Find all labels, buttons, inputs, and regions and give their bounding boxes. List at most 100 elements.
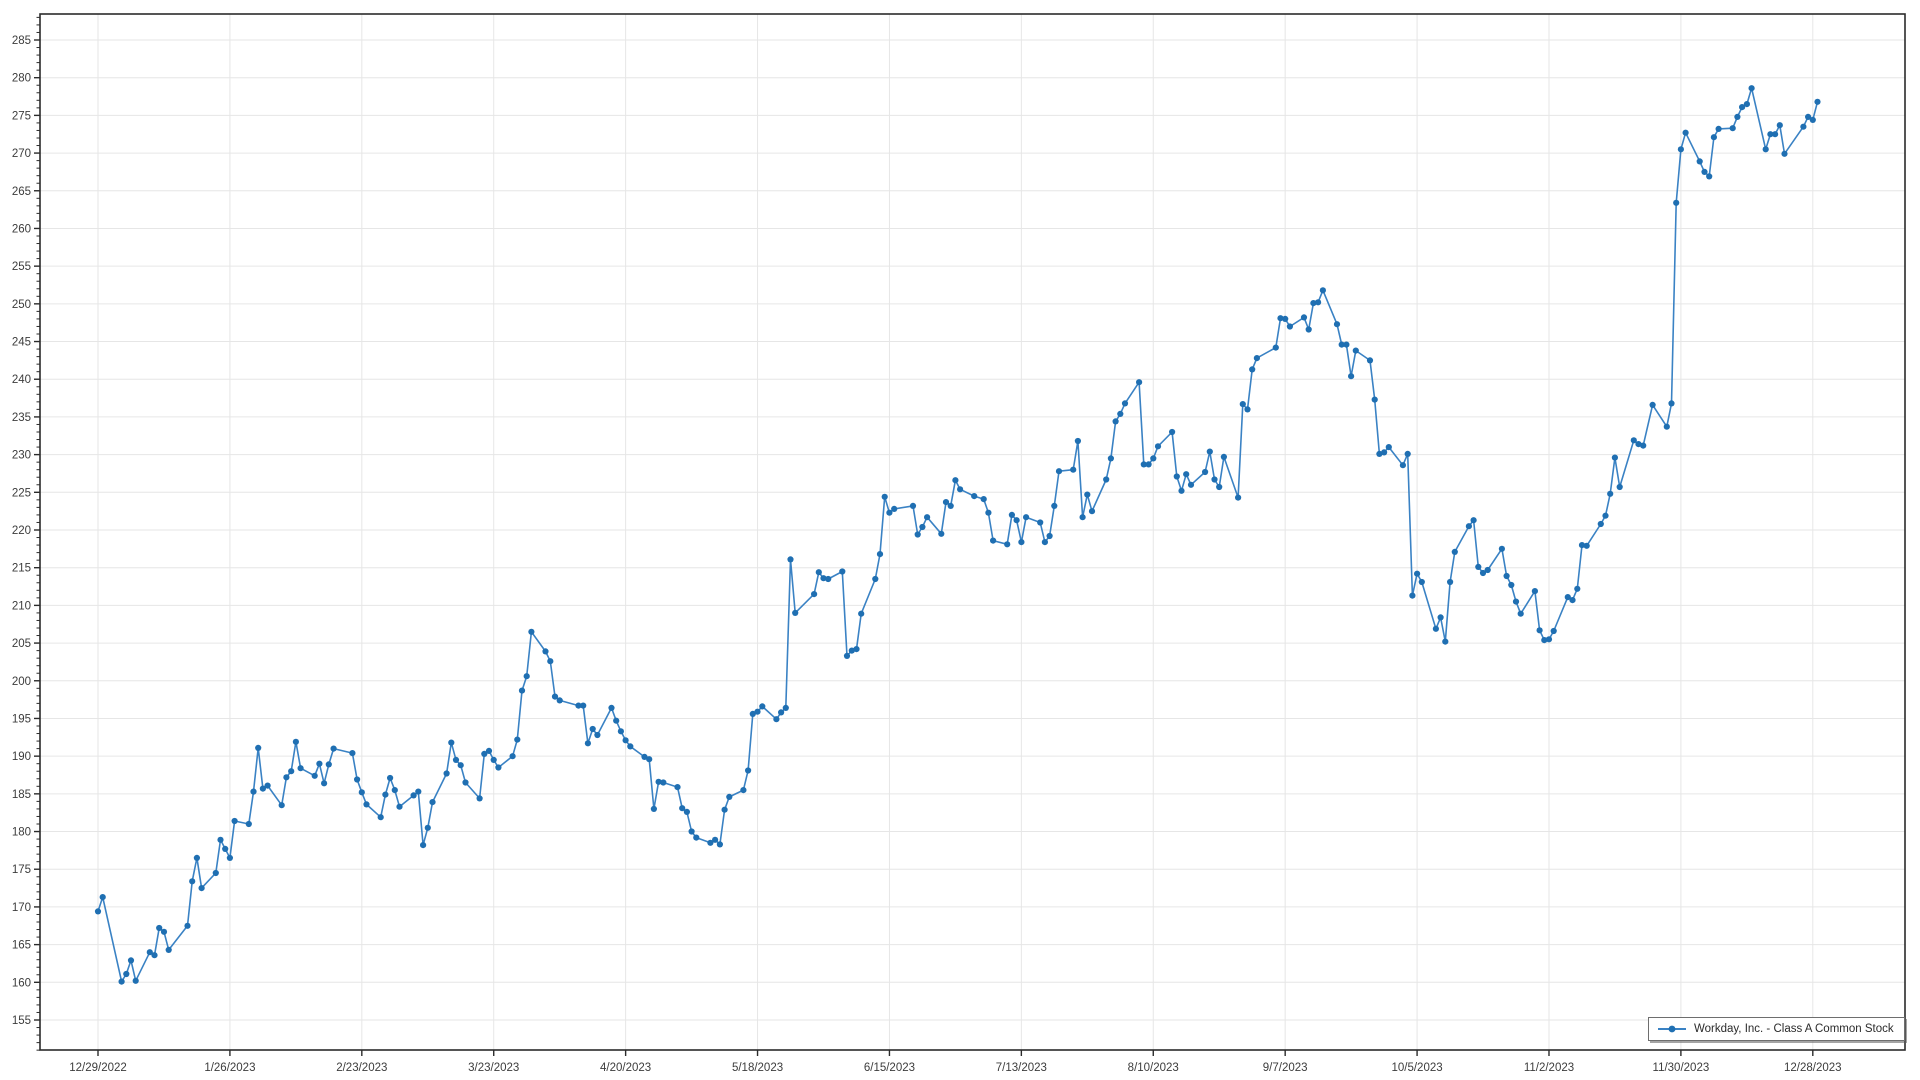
data-point bbox=[716, 841, 724, 848]
y-tick-label: 270 bbox=[12, 148, 31, 160]
data-point bbox=[853, 646, 860, 653]
data-point bbox=[792, 609, 799, 617]
data-point bbox=[971, 493, 978, 500]
data-point bbox=[575, 702, 582, 709]
data-point bbox=[1154, 443, 1162, 450]
data-point bbox=[1084, 491, 1091, 498]
data-point bbox=[1701, 168, 1708, 175]
data-point bbox=[1366, 357, 1374, 364]
data-point bbox=[1442, 638, 1449, 645]
data-point bbox=[226, 854, 233, 862]
data-point bbox=[1107, 455, 1114, 462]
data-point bbox=[1414, 570, 1421, 577]
data-point bbox=[264, 782, 271, 789]
data-point bbox=[94, 908, 102, 915]
data-point bbox=[1814, 98, 1821, 105]
data-point bbox=[683, 808, 691, 816]
data-point bbox=[1202, 468, 1209, 476]
data-point bbox=[1315, 299, 1322, 306]
data-point bbox=[1748, 85, 1755, 92]
data-point bbox=[495, 764, 502, 771]
data-point bbox=[1418, 578, 1425, 586]
data-point bbox=[957, 486, 964, 493]
data-point bbox=[245, 820, 252, 828]
data-point bbox=[127, 957, 135, 964]
data-point bbox=[815, 569, 822, 576]
data-point bbox=[1447, 578, 1454, 586]
data-point bbox=[1734, 113, 1741, 120]
data-point bbox=[316, 760, 323, 767]
data-point bbox=[1772, 131, 1779, 138]
data-point bbox=[749, 710, 756, 718]
data-point bbox=[1121, 400, 1129, 407]
data-point bbox=[1541, 637, 1548, 644]
price-series bbox=[94, 85, 1821, 985]
data-point bbox=[1574, 585, 1581, 592]
data-point bbox=[891, 505, 898, 512]
data-point bbox=[914, 531, 921, 538]
data-point bbox=[1338, 341, 1345, 348]
data-point bbox=[212, 869, 219, 877]
data-point bbox=[424, 824, 431, 831]
data-point bbox=[1715, 125, 1722, 132]
data-points bbox=[94, 85, 1821, 985]
data-point bbox=[349, 750, 356, 757]
data-point bbox=[876, 551, 884, 558]
data-point bbox=[523, 673, 530, 680]
data-point bbox=[1310, 300, 1317, 307]
data-point bbox=[843, 652, 851, 660]
x-tick-label: 7/13/2023 bbox=[996, 1062, 1047, 1074]
axes bbox=[34, 13, 1906, 1056]
data-point bbox=[674, 784, 681, 791]
y-tick-label: 240 bbox=[12, 374, 31, 386]
data-point bbox=[1183, 471, 1190, 478]
data-point bbox=[217, 836, 224, 843]
data-point bbox=[1013, 517, 1020, 524]
y-tick-label: 280 bbox=[12, 73, 31, 85]
data-point bbox=[811, 591, 818, 598]
data-point bbox=[132, 977, 139, 984]
y-tick-label: 225 bbox=[12, 487, 31, 499]
data-point bbox=[288, 768, 295, 775]
data-point bbox=[655, 778, 662, 785]
y-tick-label: 180 bbox=[12, 827, 31, 839]
x-tick-label: 1/26/2023 bbox=[204, 1062, 255, 1074]
data-point bbox=[947, 502, 954, 509]
data-point bbox=[1465, 523, 1472, 530]
data-point bbox=[617, 728, 625, 735]
data-point bbox=[278, 802, 285, 809]
data-point bbox=[938, 530, 945, 537]
data-point bbox=[165, 946, 172, 954]
data-point bbox=[594, 731, 601, 739]
data-point bbox=[1475, 563, 1482, 571]
data-point bbox=[1545, 636, 1553, 643]
data-point bbox=[1319, 287, 1326, 294]
data-point bbox=[721, 806, 728, 813]
data-point bbox=[1762, 146, 1769, 153]
data-point bbox=[1776, 122, 1783, 129]
data-point bbox=[1333, 321, 1341, 328]
data-point bbox=[608, 704, 615, 712]
data-point bbox=[509, 753, 516, 760]
data-point bbox=[1286, 323, 1293, 330]
data-point bbox=[1508, 581, 1515, 589]
y-tick-label: 235 bbox=[12, 412, 31, 424]
data-point bbox=[1805, 113, 1812, 120]
data-point bbox=[448, 739, 455, 746]
data-point bbox=[1479, 569, 1487, 577]
data-point bbox=[198, 885, 205, 892]
x-tick-label: 12/28/2023 bbox=[1784, 1062, 1842, 1074]
data-point bbox=[1037, 519, 1044, 526]
axis-labels: 155 160 165 170 175 180 185 190 195 200 205 210 215 2… bbox=[12, 35, 1842, 1074]
data-point bbox=[990, 537, 997, 544]
data-point bbox=[429, 799, 436, 806]
data-point bbox=[184, 922, 191, 929]
data-point bbox=[1282, 315, 1289, 322]
data-point bbox=[1640, 442, 1647, 449]
data-point bbox=[1781, 150, 1788, 157]
data-point bbox=[452, 756, 460, 764]
data-point bbox=[485, 747, 493, 755]
y-tick-label: 215 bbox=[12, 563, 31, 575]
data-point bbox=[1602, 512, 1609, 519]
data-point bbox=[1211, 476, 1218, 483]
